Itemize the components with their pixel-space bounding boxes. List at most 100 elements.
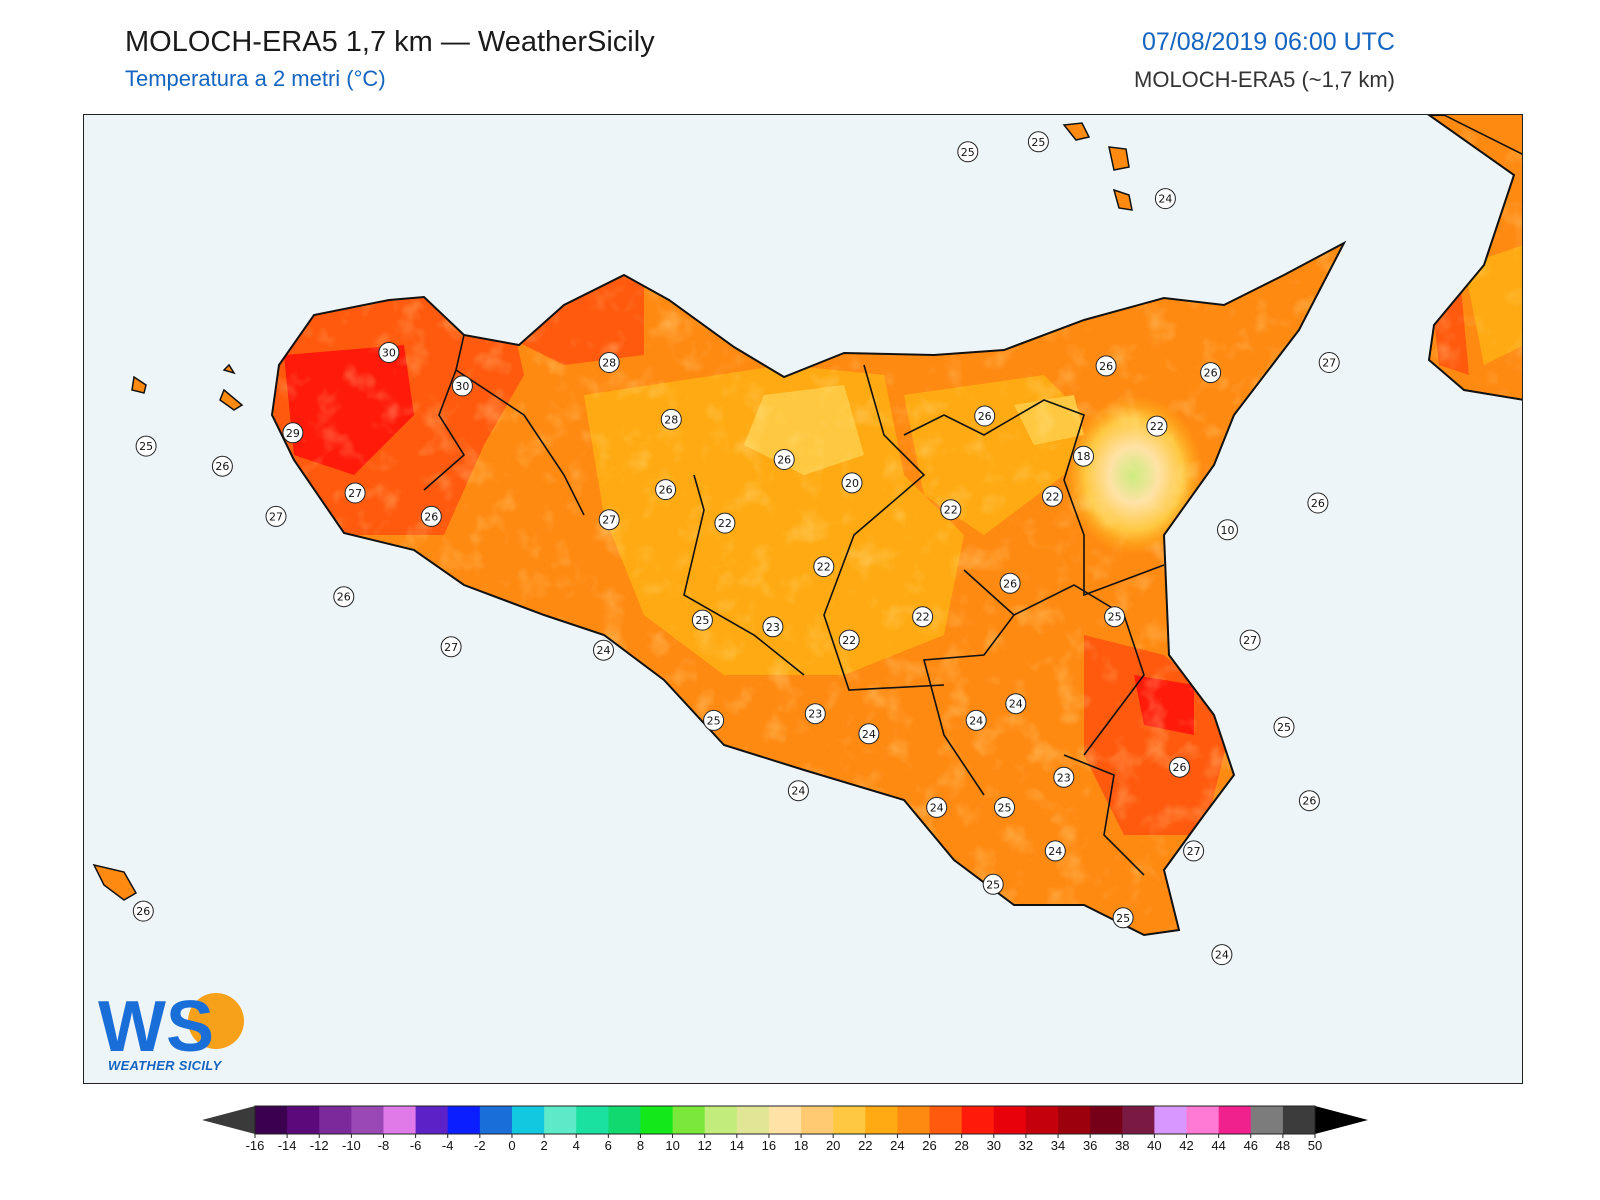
colorbar-bin (704, 1106, 738, 1134)
station-value: 22 (817, 561, 831, 574)
station-marker: 24 (593, 639, 614, 661)
station-value: 22 (718, 517, 732, 530)
station-value: 22 (1150, 420, 1164, 433)
station-value: 24 (969, 714, 983, 727)
station-value: 26 (215, 460, 229, 473)
station-value: 30 (382, 347, 396, 360)
colorbar-bin (1090, 1106, 1123, 1134)
colorbar-bin (1154, 1106, 1188, 1134)
station-marker: 25 (703, 709, 725, 731)
station-value: 25 (139, 440, 153, 453)
station-marker: 25 (957, 141, 979, 163)
colorbar-bin (865, 1106, 899, 1134)
station-circle (1273, 716, 1295, 738)
station-value: 29 (286, 427, 300, 440)
station-value: 25 (1108, 611, 1122, 624)
station-circle (211, 455, 233, 477)
station-marker: 29 (282, 422, 304, 444)
station-marker: 24 (858, 723, 880, 745)
station-marker: 25 (982, 873, 1004, 895)
station-marker: 26 (1169, 756, 1190, 778)
small-islands (92, 363, 244, 901)
station-value: 25 (1277, 721, 1291, 734)
station-marker: 27 (598, 509, 620, 531)
colorbar-bin (929, 1106, 963, 1134)
colorbar-under-arrow (202, 1106, 255, 1134)
colorbar-tick-label: 48 (1276, 1138, 1290, 1153)
model-label: MOLOCH-ERA5 (~1,7 km) (1134, 67, 1395, 92)
station-circle (1298, 790, 1320, 812)
colorbar-tick-label: -10 (342, 1138, 361, 1153)
station-marker: 26 (1307, 492, 1329, 514)
station-value: 24 (1009, 698, 1023, 711)
station-value: 23 (766, 621, 780, 634)
colorbar-tick-label: 22 (858, 1138, 872, 1153)
station-value: 24 (597, 644, 611, 657)
station-marker: 26 (974, 405, 996, 427)
colorbar-bin (1122, 1106, 1155, 1134)
station-circle (660, 408, 682, 430)
station-value: 25 (961, 146, 975, 159)
station-value: 22 (916, 611, 930, 624)
colorbar-bin (768, 1106, 802, 1134)
station-marker: 26 (1298, 790, 1320, 812)
station-circle (1307, 492, 1329, 514)
station-marker: 24 (1005, 693, 1027, 715)
colorbar-tick-label: -16 (246, 1138, 265, 1153)
station-value: 27 (1243, 634, 1257, 647)
station-value: 25 (998, 801, 1012, 814)
colorbar-tick-label: 0 (508, 1138, 515, 1153)
station-marker: 22 (1042, 485, 1063, 507)
station-value: 20 (845, 477, 859, 490)
colorbar-bin (544, 1106, 577, 1134)
colorbar-tick-label: 50 (1308, 1138, 1322, 1153)
colorbar-tick-label: 44 (1211, 1138, 1225, 1153)
station-circle (703, 709, 725, 731)
station-marker: 26 (999, 572, 1021, 594)
station-marker: 25 (1104, 606, 1126, 628)
station-circle (451, 375, 473, 397)
station-value: 24 (791, 785, 805, 798)
station-circle (982, 873, 1004, 895)
station-circle (344, 482, 366, 504)
logo-letters: WS (98, 987, 214, 1067)
station-marker: 22 (838, 629, 860, 651)
station-circle (1053, 766, 1075, 788)
station-circle (999, 572, 1021, 594)
station-value: 30 (455, 380, 469, 393)
station-value: 24 (930, 801, 944, 814)
colorbar-bin (1218, 1106, 1252, 1134)
station-marker: 22 (813, 556, 835, 578)
colorbar-bin (801, 1106, 834, 1134)
station-marker: 28 (598, 352, 620, 373)
colorbar-tick-label: 34 (1051, 1138, 1065, 1153)
aeolian-islands (1062, 122, 1133, 211)
colorbar-tick-label: 12 (697, 1138, 711, 1153)
station-value: 26 (777, 454, 791, 467)
station-circle (1005, 693, 1027, 715)
colorbar-over-arrow (1315, 1106, 1368, 1134)
station-marker: 24 (787, 780, 809, 802)
map-subtitle: Temperatura a 2 metri (°C) (125, 66, 386, 91)
colorbar-bin (993, 1106, 1027, 1134)
sun-icon (188, 993, 244, 1049)
station-value: 22 (944, 504, 958, 517)
station-value: 10 (1221, 524, 1235, 537)
station-value: 27 (269, 510, 283, 523)
station-value: 26 (424, 510, 438, 523)
colorbar-bin (479, 1106, 513, 1134)
station-marker: 23 (804, 703, 826, 725)
station-circle (1154, 188, 1176, 210)
colorbar-bin (640, 1106, 674, 1134)
colorbar-tick-label: 8 (637, 1138, 644, 1153)
station-marker: 28 (660, 408, 682, 430)
station-value: 25 (695, 614, 709, 627)
station-marker: 18 (1073, 445, 1094, 467)
station-value: 26 (136, 905, 150, 918)
colorbar-tick-label: 18 (794, 1138, 808, 1153)
colorbar-bin (287, 1106, 320, 1134)
station-circle (132, 900, 154, 922)
colorbar-bin (897, 1106, 931, 1134)
station-circle (841, 472, 863, 494)
colorbar-tick-label: 16 (762, 1138, 776, 1153)
